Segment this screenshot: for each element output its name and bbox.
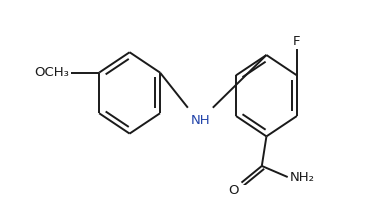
Text: OCH₃: OCH₃ — [35, 66, 70, 79]
Text: NH: NH — [191, 114, 211, 127]
Text: NH₂: NH₂ — [289, 171, 315, 183]
Text: O: O — [228, 184, 239, 197]
Text: F: F — [293, 35, 301, 48]
